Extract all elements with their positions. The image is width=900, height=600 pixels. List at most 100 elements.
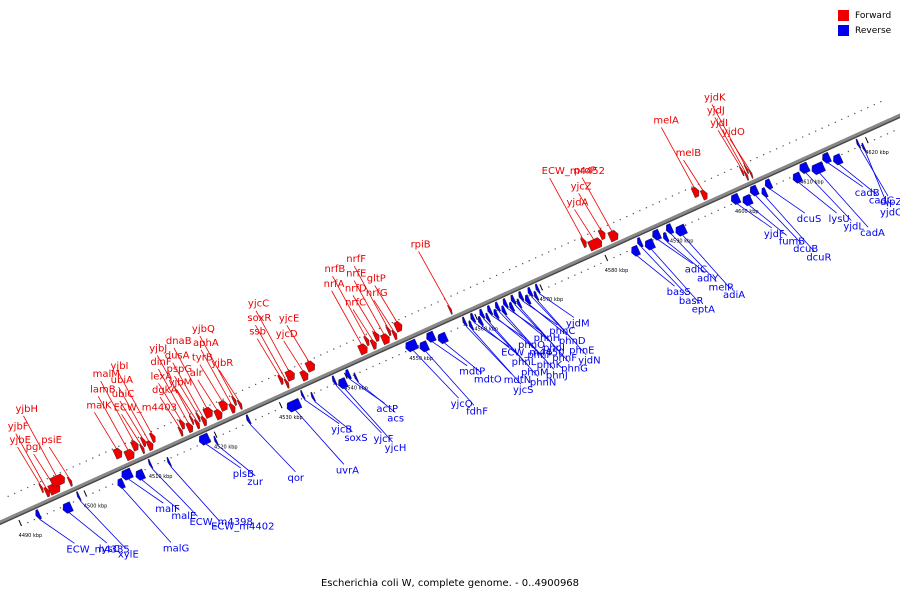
forward-gene-yjbm	[193, 419, 201, 430]
reverse-gene-ecw_m4450	[470, 312, 477, 324]
minor-tick	[463, 289, 465, 291]
gene-label-dusa: dusA	[165, 351, 190, 362]
minor-tick	[860, 144, 863, 147]
minor-tick	[404, 351, 407, 353]
reverse-gene-phnl	[477, 315, 485, 327]
leader-line-nrfb	[332, 275, 366, 337]
gene-label-malm: malM	[93, 369, 120, 380]
leader-line-yjcf	[335, 385, 382, 434]
minor-tick	[430, 304, 433, 306]
gene-label-phnh: phnH	[534, 333, 561, 344]
forward-gene-malm	[130, 440, 139, 452]
tick-label: 4510 kbp	[149, 474, 173, 480]
reverse-gene-dcus	[764, 178, 774, 190]
reverse-gene-yjdn	[533, 290, 540, 301]
gene-label-phnd: phnD	[559, 336, 586, 347]
leader-line-yjdk	[711, 104, 745, 165]
minor-tick	[196, 445, 198, 447]
reverse-gene-ecw_m4398	[147, 458, 154, 469]
reverse-gene-yjco	[405, 338, 420, 353]
major-tick	[474, 313, 478, 320]
leader-line-melr	[670, 233, 717, 282]
reverse-gene-male	[135, 468, 147, 481]
minor-tick	[66, 469, 68, 471]
reverse-gene-yjcs	[468, 320, 475, 331]
major-tick	[865, 136, 869, 143]
minor-tick	[255, 418, 257, 421]
reverse-gene-qor	[245, 414, 252, 425]
reverse-gene-soxs	[310, 391, 317, 402]
leader-line-nrfg	[373, 299, 394, 331]
leader-line-acs	[357, 381, 396, 413]
minor-tick	[521, 262, 524, 265]
gene-label-ecw_m4452: ECW_m4452	[542, 166, 605, 177]
leader-line-yjbi	[118, 372, 152, 433]
minor-tick	[105, 486, 107, 488]
gene-label-yjch: yjcH	[385, 443, 407, 454]
leader-line-phni	[513, 311, 552, 343]
reverse-gene-dcur	[761, 187, 769, 198]
minor-tick	[307, 395, 309, 397]
minor-tick	[27, 521, 29, 524]
minor-tick	[593, 265, 596, 268]
minor-tick	[463, 324, 465, 326]
minor-tick	[274, 374, 276, 377]
leader-line-yjdc	[865, 152, 889, 207]
gene-label-yjco: yjcO	[451, 399, 473, 410]
tick-label: 4520 kbp	[214, 444, 238, 450]
gene-label-actp: actP	[376, 404, 398, 415]
minor-tick	[613, 221, 615, 224]
minor-tick	[157, 427, 159, 430]
leader-line-basr	[641, 246, 688, 296]
minor-tick	[515, 300, 517, 303]
forward-gene-nrfe	[380, 333, 390, 346]
minor-tick	[632, 212, 635, 215]
leader-line-yjcz	[578, 193, 601, 230]
leader-line-nrfa	[331, 290, 362, 345]
forward-gene-apha	[228, 403, 236, 414]
leader-line-yjbj	[156, 355, 191, 416]
forward-gene-psie	[66, 476, 73, 487]
minor-tick	[92, 492, 94, 494]
minor-tick	[333, 348, 335, 350]
gene-label-fdhf: fdhF	[466, 406, 488, 417]
gene-label-dcub: dcuB	[793, 244, 818, 255]
leader-line-ecw_m4403	[121, 414, 141, 445]
gene-label-nrfc: nrfC	[345, 298, 366, 309]
reverse-gene-plsb	[198, 432, 212, 446]
gene-label-ubia: ubiA	[111, 375, 133, 386]
minor-tick	[639, 209, 641, 212]
minor-tick	[72, 466, 74, 468]
gene-layer	[35, 138, 867, 520]
gene-label-nrfb: nrfB	[324, 264, 345, 275]
reverse-gene-phnm	[479, 308, 486, 319]
minor-tick	[574, 239, 576, 241]
gene-label-pspg: pspG	[166, 364, 192, 375]
minor-tick	[196, 410, 198, 412]
leader-line-yjch	[344, 387, 393, 443]
minor-tick	[59, 507, 62, 509]
tick-label: 4580 kbp	[605, 268, 629, 274]
minor-tick	[437, 301, 439, 303]
minor-tick	[658, 201, 661, 203]
gene-label-yjda: yjdA	[567, 197, 589, 208]
leader-line-malk	[94, 412, 117, 449]
gene-label-yjce: yjcE	[279, 313, 300, 324]
minor-tick	[300, 398, 303, 400]
forward-gene-yjbi	[148, 432, 156, 444]
leader-line-yjbr	[218, 369, 239, 401]
minor-tick	[782, 145, 784, 147]
gene-label-nrfa: nrfA	[324, 279, 345, 290]
reverse-gene-malf	[121, 467, 134, 481]
minor-tick	[776, 183, 778, 185]
leader-line-xyle	[80, 500, 127, 549]
gene-label-rpib: rpiB	[411, 239, 431, 250]
minor-tick	[678, 192, 680, 194]
minor-tick	[346, 342, 348, 344]
minor-tick	[652, 204, 654, 206]
minor-tick	[111, 448, 114, 450]
forward-gene-nrfg	[391, 329, 398, 341]
forward-gene-yjdo	[747, 168, 754, 179]
leader-line-phnj	[505, 315, 555, 370]
